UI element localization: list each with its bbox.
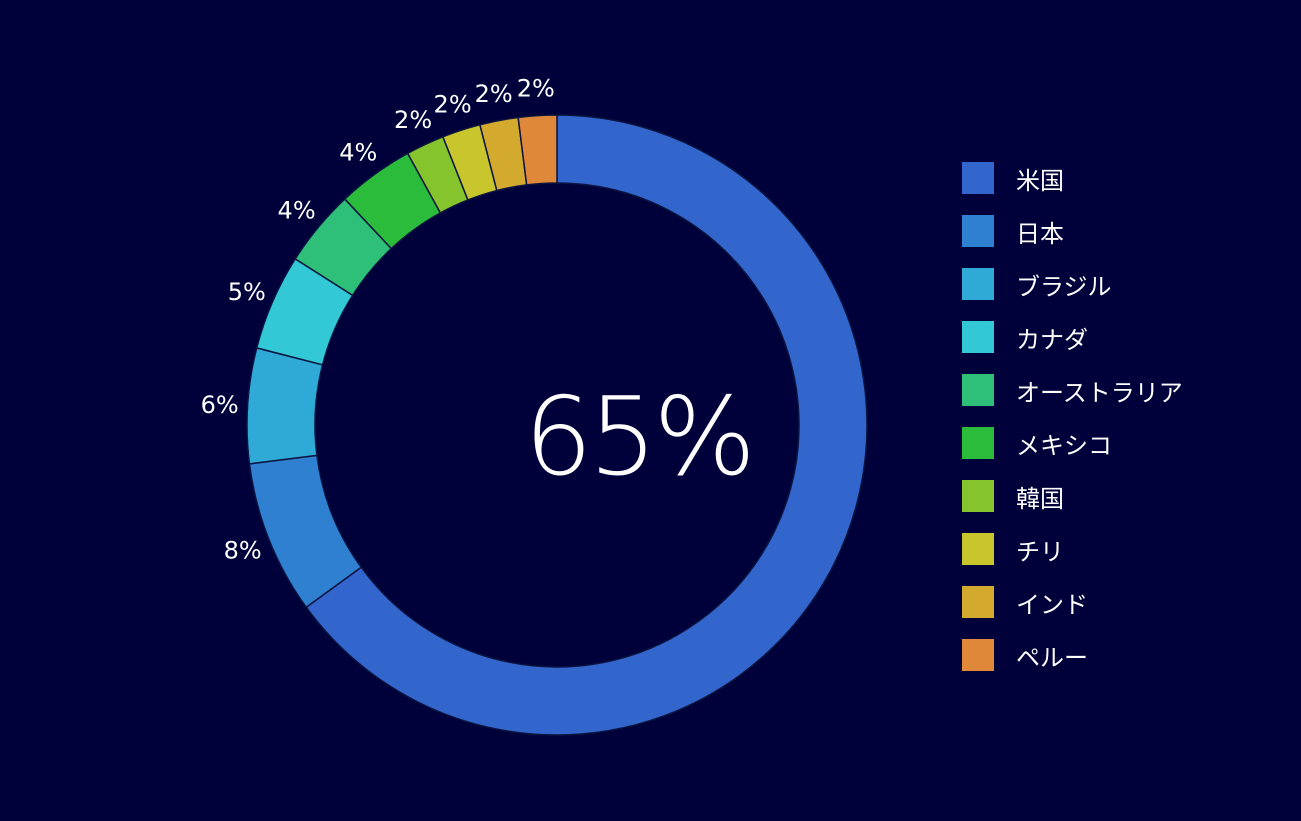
donut-slice-0 (305, 114, 868, 736)
slice-percentage-label: 5% (228, 278, 266, 306)
legend-label: カナダ (1016, 325, 1088, 354)
legend-label: 韓国 (1016, 484, 1064, 513)
legend-item: カナダ (962, 319, 1183, 355)
legend-label: メキシコ (1016, 431, 1112, 460)
slice-percentage-label: 2% (394, 106, 432, 134)
legend-swatch (962, 268, 994, 300)
legend-swatch (962, 374, 994, 406)
slice-percentage-label: 4% (339, 139, 377, 167)
legend-swatch (962, 321, 994, 353)
legend-item: インド (962, 584, 1183, 620)
legend-label: インド (1016, 590, 1088, 619)
legend-swatch (962, 162, 994, 194)
slice-percentage-label: 8% (224, 536, 262, 564)
legend-swatch (962, 639, 994, 671)
slice-percentage-label: 2% (517, 75, 555, 103)
legend-swatch (962, 586, 994, 618)
legend-swatch (962, 215, 994, 247)
legend-label: ペルー (1016, 643, 1088, 672)
slice-percentage-label: 4% (278, 197, 316, 225)
legend-item: チリ (962, 531, 1183, 567)
legend-swatch (962, 480, 994, 512)
legend-item: ペルー (962, 637, 1183, 673)
legend-item: オーストラリア (962, 372, 1183, 408)
slice-percentage-label: 2% (434, 91, 472, 119)
legend-item: 米国 (962, 160, 1183, 196)
legend-swatch (962, 533, 994, 565)
legend-label: チリ (1016, 537, 1064, 566)
legend-item: 韓国 (962, 478, 1183, 514)
legend-label: ブラジル (1016, 272, 1112, 301)
slice-percentage-label: 2% (475, 80, 513, 108)
legend-label: 日本 (1016, 219, 1064, 248)
donut-slice-9 (517, 114, 558, 186)
donut-slice-2 (246, 346, 324, 465)
legend-item: メキシコ (962, 425, 1183, 461)
legend-item: ブラジル (962, 266, 1183, 302)
slice-percentage-label: 6% (201, 391, 239, 419)
legend-swatch (962, 427, 994, 459)
legend-label: オーストラリア (1016, 378, 1183, 407)
center-percentage: 65% (524, 375, 752, 500)
legend-label: 米国 (1016, 166, 1064, 195)
legend-item: 日本 (962, 213, 1183, 249)
legend: 米国日本ブラジルカナダオーストラリア メキシコ韓国チリインドペルー (962, 160, 1183, 690)
